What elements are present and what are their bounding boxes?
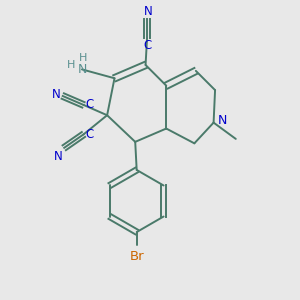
Text: H: H <box>79 53 88 63</box>
Text: N: N <box>218 114 227 127</box>
Text: C: C <box>143 39 151 52</box>
Text: C: C <box>85 98 93 111</box>
Text: N: N <box>54 150 63 163</box>
Text: N: N <box>144 4 153 18</box>
Text: C: C <box>85 128 93 141</box>
Text: N: N <box>77 63 87 76</box>
Text: N: N <box>52 88 60 101</box>
Text: Br: Br <box>129 250 144 263</box>
Text: H: H <box>67 60 75 70</box>
